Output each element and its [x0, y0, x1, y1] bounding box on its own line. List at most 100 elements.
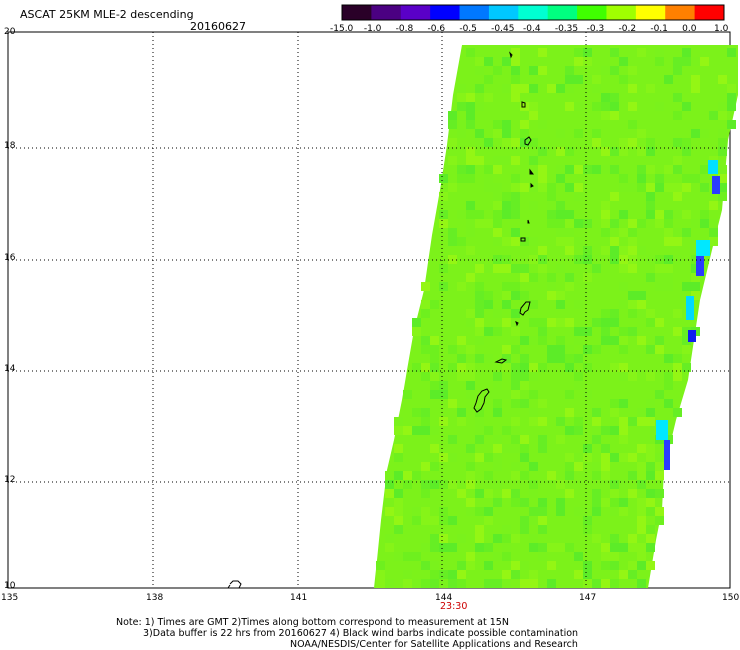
swath-cell [610, 237, 619, 246]
swath-cell [610, 534, 619, 543]
swath-cell [520, 336, 529, 345]
swath-cell [493, 120, 502, 129]
swath-cell [574, 219, 583, 228]
swath-cell [421, 561, 430, 570]
swath-cell [664, 237, 673, 246]
swath-cell [475, 309, 484, 318]
swath-cell [511, 561, 520, 570]
swath-cell [529, 318, 538, 327]
swath-cell [610, 93, 619, 102]
swath-cell [601, 462, 610, 471]
low-value-cell [664, 440, 670, 470]
swath-cell [655, 102, 664, 111]
colorbar-segment [459, 5, 490, 20]
swath-cell [574, 300, 583, 309]
swath-cell [682, 210, 691, 219]
swath-cell [547, 561, 556, 570]
swath-cell [646, 462, 655, 471]
swath-cell [511, 192, 520, 201]
swath-cell [628, 120, 637, 129]
swath-texture [376, 48, 736, 588]
swath-cell [457, 282, 466, 291]
swath-cell [475, 156, 484, 165]
swath-cell [637, 552, 646, 561]
swath-cell [583, 255, 592, 264]
lat-label: 16 [4, 253, 16, 263]
swath-cell [511, 345, 520, 354]
swath-cell [565, 453, 574, 462]
swath-cell [601, 219, 610, 228]
swath-cell [448, 399, 457, 408]
swath-cell [664, 399, 673, 408]
colorbar-segment [488, 5, 519, 20]
swath-cell [439, 579, 448, 588]
swath-cell [376, 561, 385, 570]
swath-cell [511, 93, 520, 102]
swath-cell [673, 66, 682, 75]
swath-cell [457, 354, 466, 363]
swath-cell [583, 273, 592, 282]
swath-cell [574, 372, 583, 381]
lat-label: 12 [4, 475, 16, 485]
swath-cell [637, 129, 646, 138]
swath-cell [691, 255, 700, 264]
swath-cell [556, 228, 565, 237]
swath-cell [493, 210, 502, 219]
swath-cell [529, 138, 538, 147]
swath-cell [637, 219, 646, 228]
swath-cell [529, 516, 538, 525]
swath-cell [583, 453, 592, 462]
swath-cell [430, 561, 439, 570]
swath-cell [475, 453, 484, 462]
swath-cell [520, 579, 529, 588]
swath-cell [511, 156, 520, 165]
swath-cell [520, 372, 529, 381]
swath-cell [592, 165, 601, 174]
swath-cell [421, 417, 430, 426]
swath-cell [673, 192, 682, 201]
swath-cell [682, 228, 691, 237]
swath-cell [502, 84, 511, 93]
swath-cell [664, 75, 673, 84]
swath-cell [538, 318, 547, 327]
swath-cell [556, 174, 565, 183]
swath-cell [493, 264, 502, 273]
swath-cell [466, 156, 475, 165]
swath-cell [538, 174, 547, 183]
swath-cell [475, 138, 484, 147]
swath-cell [592, 462, 601, 471]
swath-cell [718, 129, 727, 138]
swath-cell [439, 390, 448, 399]
swath-cell [457, 84, 466, 93]
swath-cell [511, 48, 520, 57]
swath-cell [484, 165, 493, 174]
swath-cell [565, 363, 574, 372]
swath-cell [529, 336, 538, 345]
swath-cell [673, 183, 682, 192]
swath-cell [691, 84, 700, 93]
swath-cell [646, 408, 655, 417]
swath-cell [520, 444, 529, 453]
swath-cell [493, 381, 502, 390]
swath-cell [655, 48, 664, 57]
swath-cell [475, 534, 484, 543]
swath-cell [556, 219, 565, 228]
swath-cell [412, 471, 421, 480]
swath-cell [655, 57, 664, 66]
swath-cell [538, 48, 547, 57]
swath-cell [538, 543, 547, 552]
swath-cell [619, 147, 628, 156]
swath-cell [502, 318, 511, 327]
swath-cell [592, 129, 601, 138]
swath-cell [556, 201, 565, 210]
swath-cell [502, 300, 511, 309]
colorbar-segment [665, 5, 696, 20]
swath-cell [502, 156, 511, 165]
swath-cell [421, 372, 430, 381]
swath-cell [430, 534, 439, 543]
swath-cell [484, 390, 493, 399]
swath-cell [475, 300, 484, 309]
swath-cell [637, 543, 646, 552]
swath-cell [691, 273, 700, 282]
swath-cell [592, 138, 601, 147]
